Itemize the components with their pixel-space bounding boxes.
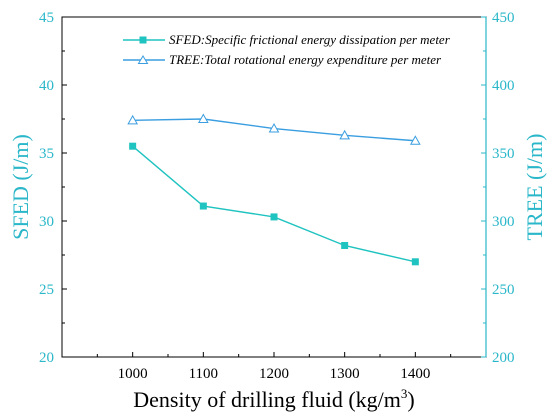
y-right-tick-label: 300 <box>492 214 515 230</box>
y-right-axis-title: TREE (J/m) <box>522 134 547 241</box>
y-left-tick-label: 25 <box>39 282 54 298</box>
y-left-tick-label: 35 <box>39 146 54 162</box>
x-tick-label: 1400 <box>400 366 430 382</box>
data-point-tree <box>339 129 351 140</box>
series-layer <box>127 113 421 266</box>
legend-marker-tree <box>137 55 149 64</box>
y-right-tick-label: 450 <box>492 10 515 26</box>
data-point-tree <box>127 114 139 125</box>
x-tick-label: 1300 <box>330 366 360 382</box>
x-tick-label: 1200 <box>259 366 289 382</box>
data-point-sfed <box>341 241 349 249</box>
x-axis-title: Density of drilling fluid (kg/m3) <box>133 386 414 412</box>
y-left-axis-title: SFED (J/m) <box>8 134 33 240</box>
data-point-tree <box>268 123 280 133</box>
data-point-sfed <box>411 258 419 266</box>
y-right-tick-label: 200 <box>492 350 515 366</box>
data-point-sfed <box>129 142 137 150</box>
y-left-tick-label: 45 <box>39 10 54 26</box>
y-right-tick-label: 350 <box>492 146 515 162</box>
y-left-tick-labels: 20 25 30 35 40 45 <box>39 10 54 366</box>
y-left-tick-label: 20 <box>39 350 54 366</box>
x-tick-label: 1100 <box>189 366 218 382</box>
series-line-sfed <box>132 145 416 263</box>
y-left-tick-label: 40 <box>39 78 54 94</box>
data-point-sfed <box>270 213 278 221</box>
legend-label-tree: TREE:Total rotational energy expenditure… <box>169 52 442 67</box>
legend-label-sfed: SFED:Specific frictional energy dissipat… <box>169 32 451 47</box>
x-tick-labels: 1000 1100 1200 1300 1400 <box>118 366 431 382</box>
x-axis-title-suffix: ) <box>407 387 414 412</box>
data-point-sfed <box>199 202 207 210</box>
legend-marker-sfed <box>139 36 147 44</box>
plot-frame <box>61 16 487 358</box>
axis-ticks <box>61 16 487 358</box>
data-point-tree <box>409 135 421 145</box>
legend: SFED:Specific frictional energy dissipat… <box>123 32 451 67</box>
x-tick-label: 1000 <box>118 366 148 382</box>
y-right-tick-label: 250 <box>492 282 515 298</box>
x-axis-title-main: Density of drilling fluid (kg/m <box>133 387 401 412</box>
y-left-tick-label: 30 <box>39 214 54 230</box>
data-point-tree <box>197 113 209 123</box>
x-axis-title-superscript: 3 <box>401 386 408 401</box>
y-right-tick-label: 400 <box>492 78 515 94</box>
y-right-tick-labels: 200 250 300 350 400 450 <box>492 10 515 366</box>
